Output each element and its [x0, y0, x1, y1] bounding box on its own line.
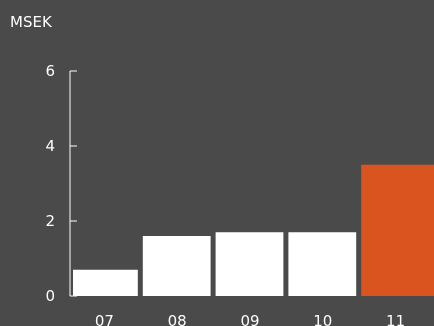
- y-tick-label: 2: [45, 212, 55, 230]
- bar-08: [142, 236, 211, 296]
- x-tick-label: 08: [168, 312, 187, 326]
- bars: [73, 164, 434, 296]
- y-axis: 0 2 4 6: [45, 62, 77, 305]
- x-tick-label: 09: [240, 312, 259, 326]
- y-tick-label: 4: [45, 137, 55, 155]
- bar-07: [73, 269, 138, 296]
- x-tick-label: 11: [386, 312, 405, 326]
- bar-11: [361, 164, 434, 296]
- bar-09: [215, 232, 284, 296]
- x-tick-label: 07: [95, 312, 114, 326]
- bar-10: [288, 232, 357, 296]
- y-tick-label: 6: [45, 62, 55, 80]
- x-axis-labels: 07 08 09 10 11: [95, 312, 405, 326]
- x-tick-label: 10: [313, 312, 332, 326]
- unit-label: MSEK: [10, 13, 53, 31]
- y-tick-label: 0: [45, 287, 55, 305]
